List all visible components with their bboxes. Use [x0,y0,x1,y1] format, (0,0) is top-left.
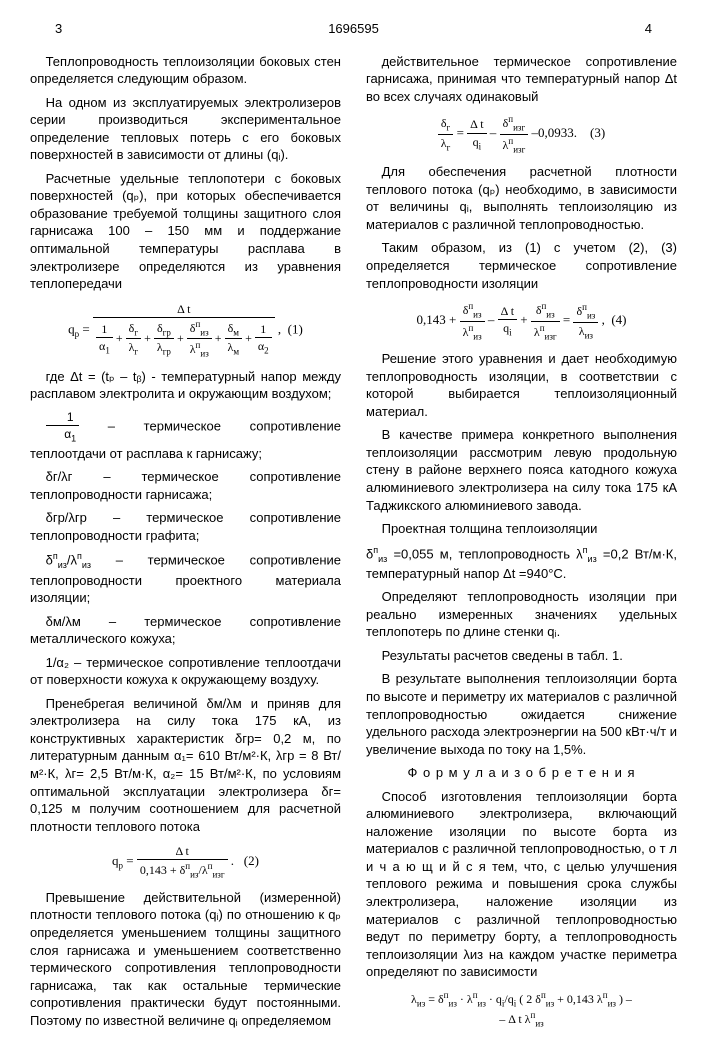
para: Таким образом, из (1) с учетом (2), (3) … [366,239,677,292]
equation-2: qp = Δ t 0,143 + δпиз/λпизг . (2) [30,843,341,881]
para: Для обеспечения расчетной плотности тепл… [366,163,677,233]
claim-title: Ф о р м у л а и з о б р е т е н и я [366,764,677,782]
para: где Δt = (tₚ – tᵦ) - температурный напор… [30,368,341,403]
para: δм/λм – термическое сопротивление металл… [30,613,341,648]
para: δг/λг – термическое сопротивление теплоп… [30,468,341,503]
para: Способ изготовления теплоизоляции борта … [366,788,677,981]
para: 1α1 – термическое сопротивление теплоотд… [30,409,341,462]
para: Определяют теплопроводность изоляции при… [366,588,677,641]
para: Превышение действительной (измеренной) п… [30,889,341,1029]
page-right: 4 [645,20,652,38]
para: 1/α₂ – термическое сопротивление теплоот… [30,654,341,689]
column-left: Теплопроводность теплоизоляции боковых с… [30,53,341,1038]
para: δпиз =0,055 м, теплопроводность λпиз =0,… [366,544,677,583]
para: Решение этого уравнения и дает необходим… [366,350,677,420]
para: Теплопроводность теплоизоляции боковых с… [30,53,341,88]
page-header: 3 1696595 4 [30,20,677,38]
para: действительное термическое сопротивление… [366,53,677,106]
para: В результате выполнения теплоизоляции бо… [366,670,677,758]
para: Проектная толщина теплоизоляции [366,520,677,538]
doc-number: 1696595 [328,20,379,38]
text-columns: Теплопроводность теплоизоляции боковых с… [30,53,677,1038]
equation-1: qp = Δ t 1α1 + δгλг + δгрλгр + δпизλпиз … [30,301,341,360]
para: В качестве примера конкретного выполнени… [366,426,677,514]
para: δгр/λгр – термическое сопротивление тепл… [30,509,341,544]
page-left: 3 [55,20,62,38]
para: На одном из эксплуатируемых электролизер… [30,94,341,164]
equation-4: 0,143 + δпизλпиз – Δ tqi + δпизλпизг = δ… [366,300,677,342]
para: Результаты расчетов сведены в табл. 1. [366,647,677,665]
para: Пренебрегая величиной δм/λм и приняв для… [30,695,341,835]
column-right: действительное термическое сопротивление… [366,53,677,1038]
para: δпиз/λпиз – термическое сопротивление те… [30,550,341,606]
equation-3: δгλг = Δ tqi – δпизгλпизг –0,0933. (3) [366,113,677,155]
equation-final: λиз = δпиз · λпиз · qi/qi ( 2 δпиз + 0,1… [366,989,677,1030]
para: Расчетные удельные теплопотери с боковых… [30,170,341,293]
